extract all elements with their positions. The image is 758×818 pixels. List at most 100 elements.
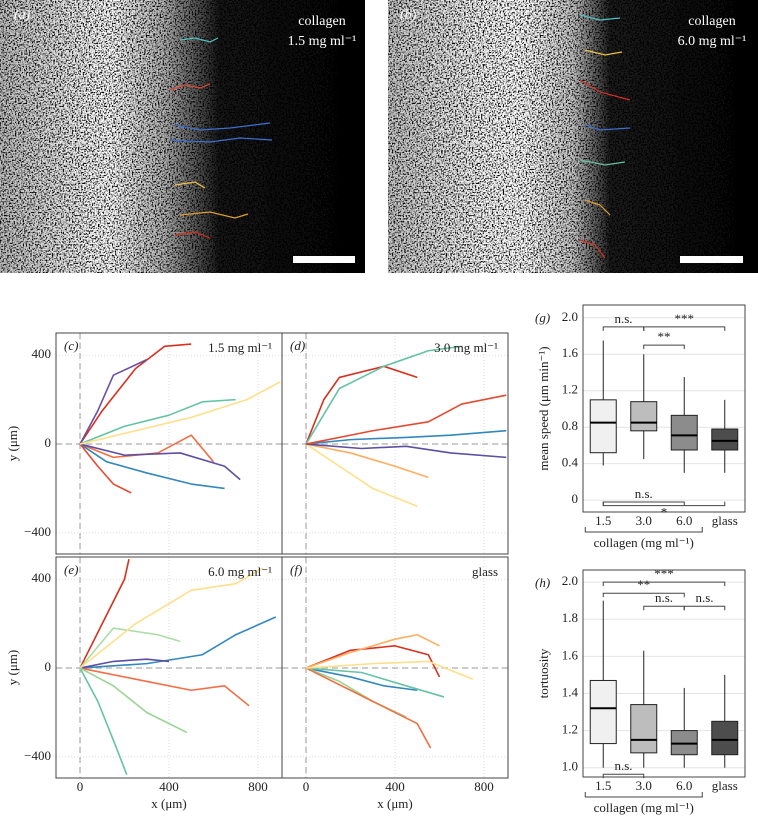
scale-bar (293, 256, 355, 263)
y-tick-label: −400 (24, 524, 51, 539)
significance-bracket (683, 605, 726, 611)
box (711, 428, 739, 451)
significance-bracket (602, 592, 685, 598)
y-tick-label: 2.0 (562, 309, 578, 324)
x-tick-label: 400 (159, 779, 179, 794)
trajectory (305, 667, 445, 698)
significance-bracket (643, 344, 685, 350)
significance-label: ** (637, 577, 650, 592)
y-axis-label: mean speed (μm min⁻¹) (536, 346, 551, 470)
x-tick-label: 6.0 (676, 513, 692, 528)
significance-bracket (602, 501, 726, 507)
significance-label: ** (658, 329, 671, 344)
significance-label: n.s. (655, 590, 673, 605)
cell-tracks (579, 14, 631, 259)
box (630, 704, 658, 754)
significance-bracket (602, 581, 726, 587)
significance-label: *** (675, 311, 695, 326)
trajectory-panel: 0 400 800 −400 0 400 (e) 6.0 mg ml⁻¹ x (μm) y (μm… (5, 556, 283, 811)
y-tick-label: 2.0 (562, 573, 578, 588)
y-axis-label: y (μm) (5, 650, 20, 686)
y-tick-label: 1.4 (562, 684, 579, 699)
panel-label: (d) (290, 338, 305, 353)
y-tick-label: 0 (572, 491, 579, 506)
plot-frame (582, 569, 746, 778)
trajectory (79, 343, 192, 445)
trajectory (305, 667, 418, 692)
trajectory (79, 358, 148, 445)
panel-label: (h) (535, 575, 550, 590)
trajectory (79, 667, 250, 707)
significance-label: n.s. (614, 311, 632, 326)
panel-label: (a) (14, 8, 31, 23)
y-tick-label: 0 (45, 659, 52, 674)
significance-label: n.s. (614, 758, 632, 773)
trajectory (305, 429, 507, 445)
significance-bracket (643, 326, 726, 331)
x-tick-label: 1.5 (595, 513, 611, 528)
box (711, 720, 739, 756)
trajectory (79, 381, 281, 445)
panel-label: (e) (64, 562, 78, 577)
trajectory (79, 616, 277, 669)
image-panel-a: (a) collagen 1.5 mg ml⁻¹ (0, 0, 365, 273)
box (589, 399, 617, 454)
panel-annotation: 6.0 mg ml⁻¹ (208, 564, 272, 579)
trajectory (305, 443, 429, 479)
image-subtitle: 1.5 mg ml⁻¹ (288, 34, 357, 49)
trajectory (305, 365, 418, 445)
trajectory (79, 627, 181, 669)
group-bracket (584, 792, 703, 798)
trajectory (305, 443, 507, 459)
x-tick-label: glass (712, 513, 738, 528)
trajectory (305, 667, 432, 749)
plot-frame (582, 304, 746, 513)
micrograph (0, 0, 365, 273)
image-title: collagen (298, 14, 345, 29)
micrograph (388, 0, 758, 273)
panel-label: (f) (290, 562, 302, 577)
scale-bar (680, 256, 743, 263)
panel-annotation: 1.5 mg ml⁻¹ (208, 340, 272, 355)
x-tick-label: 0 (77, 779, 84, 794)
trajectory (79, 567, 263, 669)
trajectory (305, 345, 462, 445)
trajectory (305, 633, 440, 669)
y-tick-label: −400 (24, 748, 51, 763)
significance-label: n.s. (695, 590, 713, 605)
plot-frame (281, 332, 509, 555)
image-title: collagen (688, 14, 735, 29)
x-axis-label: x (μm) (377, 796, 413, 811)
y-tick-label: 1.6 (562, 647, 579, 662)
panel-annotation: 3.0 mg ml⁻¹ (434, 340, 498, 355)
box (630, 401, 658, 432)
trajectory (79, 443, 225, 490)
trajectory-panel: (d) 3.0 mg ml⁻¹ (281, 332, 509, 555)
trajectory (79, 559, 130, 669)
trajectory (305, 443, 418, 507)
trajectory (79, 667, 188, 734)
y-tick-label: 1.6 (562, 345, 579, 360)
y-axis-label: tortuosity (536, 648, 551, 698)
cell-tracks (169, 37, 273, 239)
trajectory (79, 398, 236, 445)
y-tick-label: 400 (32, 346, 52, 361)
group-label: collagen (mg ml⁻¹) (594, 535, 694, 550)
trajectory (79, 443, 241, 481)
trajectory (305, 394, 507, 445)
y-axis-label: y (μm) (5, 426, 20, 462)
x-tick-label: 0 (303, 779, 310, 794)
trajectory (79, 443, 132, 494)
y-tick-label: 1.2 (562, 722, 578, 737)
significance-label: n.s. (635, 486, 653, 501)
image-subtitle: 6.0 mg ml⁻¹ (678, 34, 747, 49)
x-tick-label: 3.0 (636, 513, 652, 528)
x-tick-label: 800 (474, 779, 494, 794)
group-bracket (584, 527, 703, 533)
trajectory-panel: −400 0 400 (c) 1.5 mg ml⁻¹ y (μm) (5, 332, 283, 555)
y-tick-label: 1.8 (562, 610, 578, 625)
plot-frame (281, 556, 509, 779)
trajectory (79, 658, 170, 669)
